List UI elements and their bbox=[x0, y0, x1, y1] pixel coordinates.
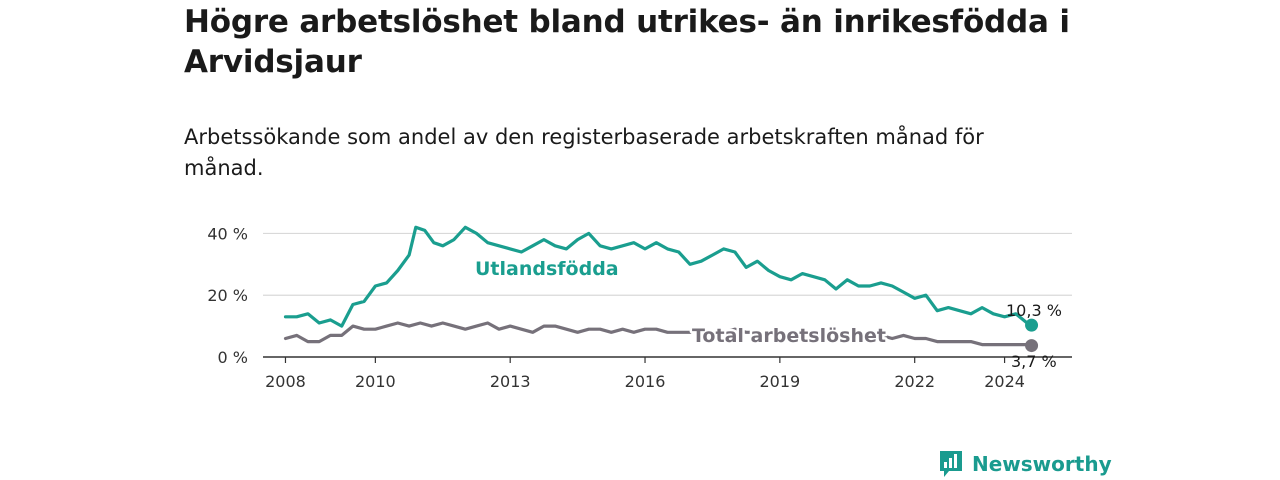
end-value-label-total: 3,7 % bbox=[1011, 352, 1057, 371]
series-line-utlandsfodda bbox=[283, 225, 1034, 328]
series-label-utlandsfodda: Utlandsfödda bbox=[475, 258, 619, 280]
newsworthy-logo-icon bbox=[940, 451, 962, 477]
brand-name: Newsworthy bbox=[972, 452, 1112, 476]
x-tick-label: 2024 bbox=[984, 372, 1025, 391]
chart-subtitle: Arbetssökande som andel av den registerb… bbox=[184, 125, 984, 180]
newsworthy-brand: Newsworthy bbox=[938, 448, 1112, 480]
series-label-total: Total arbetslöshet bbox=[692, 325, 886, 347]
y-tick-label: 20 % bbox=[207, 286, 248, 305]
x-axis-ticks: 2008 2010 2013 2016 2019 2022 2024 bbox=[265, 357, 1025, 391]
x-tick-label: 2022 bbox=[894, 372, 935, 391]
y-axis-ticks: 0 % 20 % 40 % bbox=[207, 224, 248, 367]
series-line-total bbox=[283, 321, 1034, 348]
chart-title: Högre arbetslöshet bland utrikes- än inr… bbox=[184, 4, 1070, 80]
series-end-point-utlandsfodda bbox=[1025, 318, 1039, 332]
y-tick-label: 40 % bbox=[207, 224, 248, 243]
x-tick-label: 2019 bbox=[760, 372, 801, 391]
x-tick-label: 2013 bbox=[490, 372, 531, 391]
x-tick-label: 2008 bbox=[265, 372, 306, 391]
x-tick-label: 2016 bbox=[625, 372, 666, 391]
end-value-label-utlandsfodda: 10,3 % bbox=[1006, 301, 1062, 320]
series-lines bbox=[283, 225, 1039, 353]
series-end-point-total bbox=[1025, 339, 1039, 353]
y-tick-label: 0 % bbox=[218, 348, 248, 367]
series-labels: Utlandsfödda Total arbetslöshet 10,3 % 3,7 … bbox=[473, 256, 1062, 372]
gridlines bbox=[263, 232, 1072, 358]
x-tick-label: 2010 bbox=[355, 372, 396, 391]
